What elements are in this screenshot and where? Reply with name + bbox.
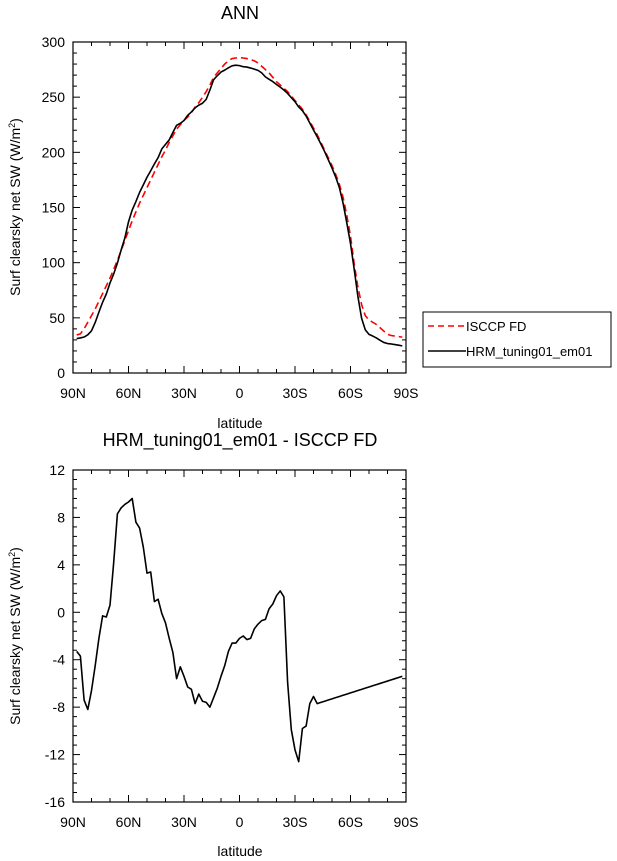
- legend-box: [422, 311, 612, 368]
- x-tick-label: 30N: [171, 814, 197, 830]
- y-tick-label: 12: [49, 462, 65, 478]
- bottom-chart-frame: [72, 469, 407, 803]
- bottom-chart-ylabel-main: Surf clearsky net SW (W/m: [7, 557, 23, 725]
- y-tick-label: -16: [45, 794, 65, 810]
- x-tick-label: 60S: [338, 385, 363, 401]
- bottom-chart: HRM_tuning01_em01 - ISCCP FD 90N 60N 30N 0 3…: [7, 430, 418, 859]
- y-tick-label: -4: [53, 652, 66, 668]
- top-chart-ylabel-close: ): [7, 118, 23, 123]
- x-tick-label: 60S: [338, 814, 363, 830]
- y-tick-label: -12: [45, 747, 65, 763]
- top-chart-frame: [72, 41, 407, 374]
- bottom-chart-ylabel-sup: 2: [7, 552, 17, 557]
- y-tick-label: 50: [49, 310, 65, 326]
- top-chart-xlabel: latitude: [217, 415, 262, 431]
- y-tick-label: 0: [57, 604, 65, 620]
- series-line-0: [76, 56, 403, 338]
- top-chart: ANN 90N 60N 30N 0 30S 60S 90S 0 50 100 150 200 250 30…: [7, 3, 612, 431]
- x-tick-label: 60N: [116, 385, 142, 401]
- x-tick-label: 30N: [171, 385, 197, 401]
- bottom-chart-ylabel-close: ): [7, 547, 23, 552]
- legend-label-isccp: ISCCP FD: [466, 319, 526, 334]
- bottom-chart-ticks: [72, 469, 407, 803]
- bottom-chart-ylabel: Surf clearsky net SW (W/m2): [7, 547, 23, 725]
- y-tick-label: 0: [57, 365, 65, 381]
- x-tick-label: 60N: [116, 814, 142, 830]
- x-tick-label: 90S: [394, 814, 419, 830]
- y-tick-label: 250: [42, 89, 66, 105]
- top-chart-ylabel-sup: 2: [7, 123, 17, 128]
- x-tick-label: 90N: [60, 814, 86, 830]
- legend-label-hrm: HRM_tuning01_em01: [466, 344, 592, 359]
- y-tick-label: -8: [53, 699, 66, 715]
- top-chart-tick-labels: 90N 60N 30N 0 30S 60S 90S 0 50 100 150 200 250 300: [42, 34, 419, 401]
- bottom-chart-series: [76, 497, 403, 763]
- series-line-1: [76, 64, 403, 347]
- y-tick-label: 4: [57, 557, 65, 573]
- top-chart-ticks: [72, 41, 407, 374]
- legend: ISCCP FD HRM_tuning01_em01: [422, 311, 612, 368]
- top-chart-ylabel-main: Surf clearsky net SW (W/m: [7, 128, 23, 296]
- y-tick-label: 200: [42, 144, 66, 160]
- x-tick-label: 0: [236, 814, 244, 830]
- top-chart-title: ANN: [221, 3, 259, 23]
- top-chart-series: [76, 56, 403, 347]
- y-tick-label: 300: [42, 34, 66, 50]
- bottom-chart-tick-labels: 90N 60N 30N 0 30S 60S 90S -16 -12 -8 -4 0 4 8 12: [45, 462, 419, 830]
- x-tick-label: 90S: [394, 385, 419, 401]
- x-tick-label: 90N: [60, 385, 86, 401]
- x-tick-label: 0: [236, 385, 244, 401]
- top-chart-ylabel: Surf clearsky net SW (W/m2): [7, 118, 23, 296]
- bottom-chart-xlabel: latitude: [217, 843, 262, 859]
- y-tick-label: 8: [57, 509, 65, 525]
- bottom-chart-title: HRM_tuning01_em01 - ISCCP FD: [103, 430, 378, 451]
- y-tick-label: 150: [42, 200, 66, 216]
- series-line-0: [76, 497, 403, 763]
- y-tick-label: 100: [42, 255, 66, 271]
- x-tick-label: 30S: [283, 385, 308, 401]
- x-tick-label: 30S: [283, 814, 308, 830]
